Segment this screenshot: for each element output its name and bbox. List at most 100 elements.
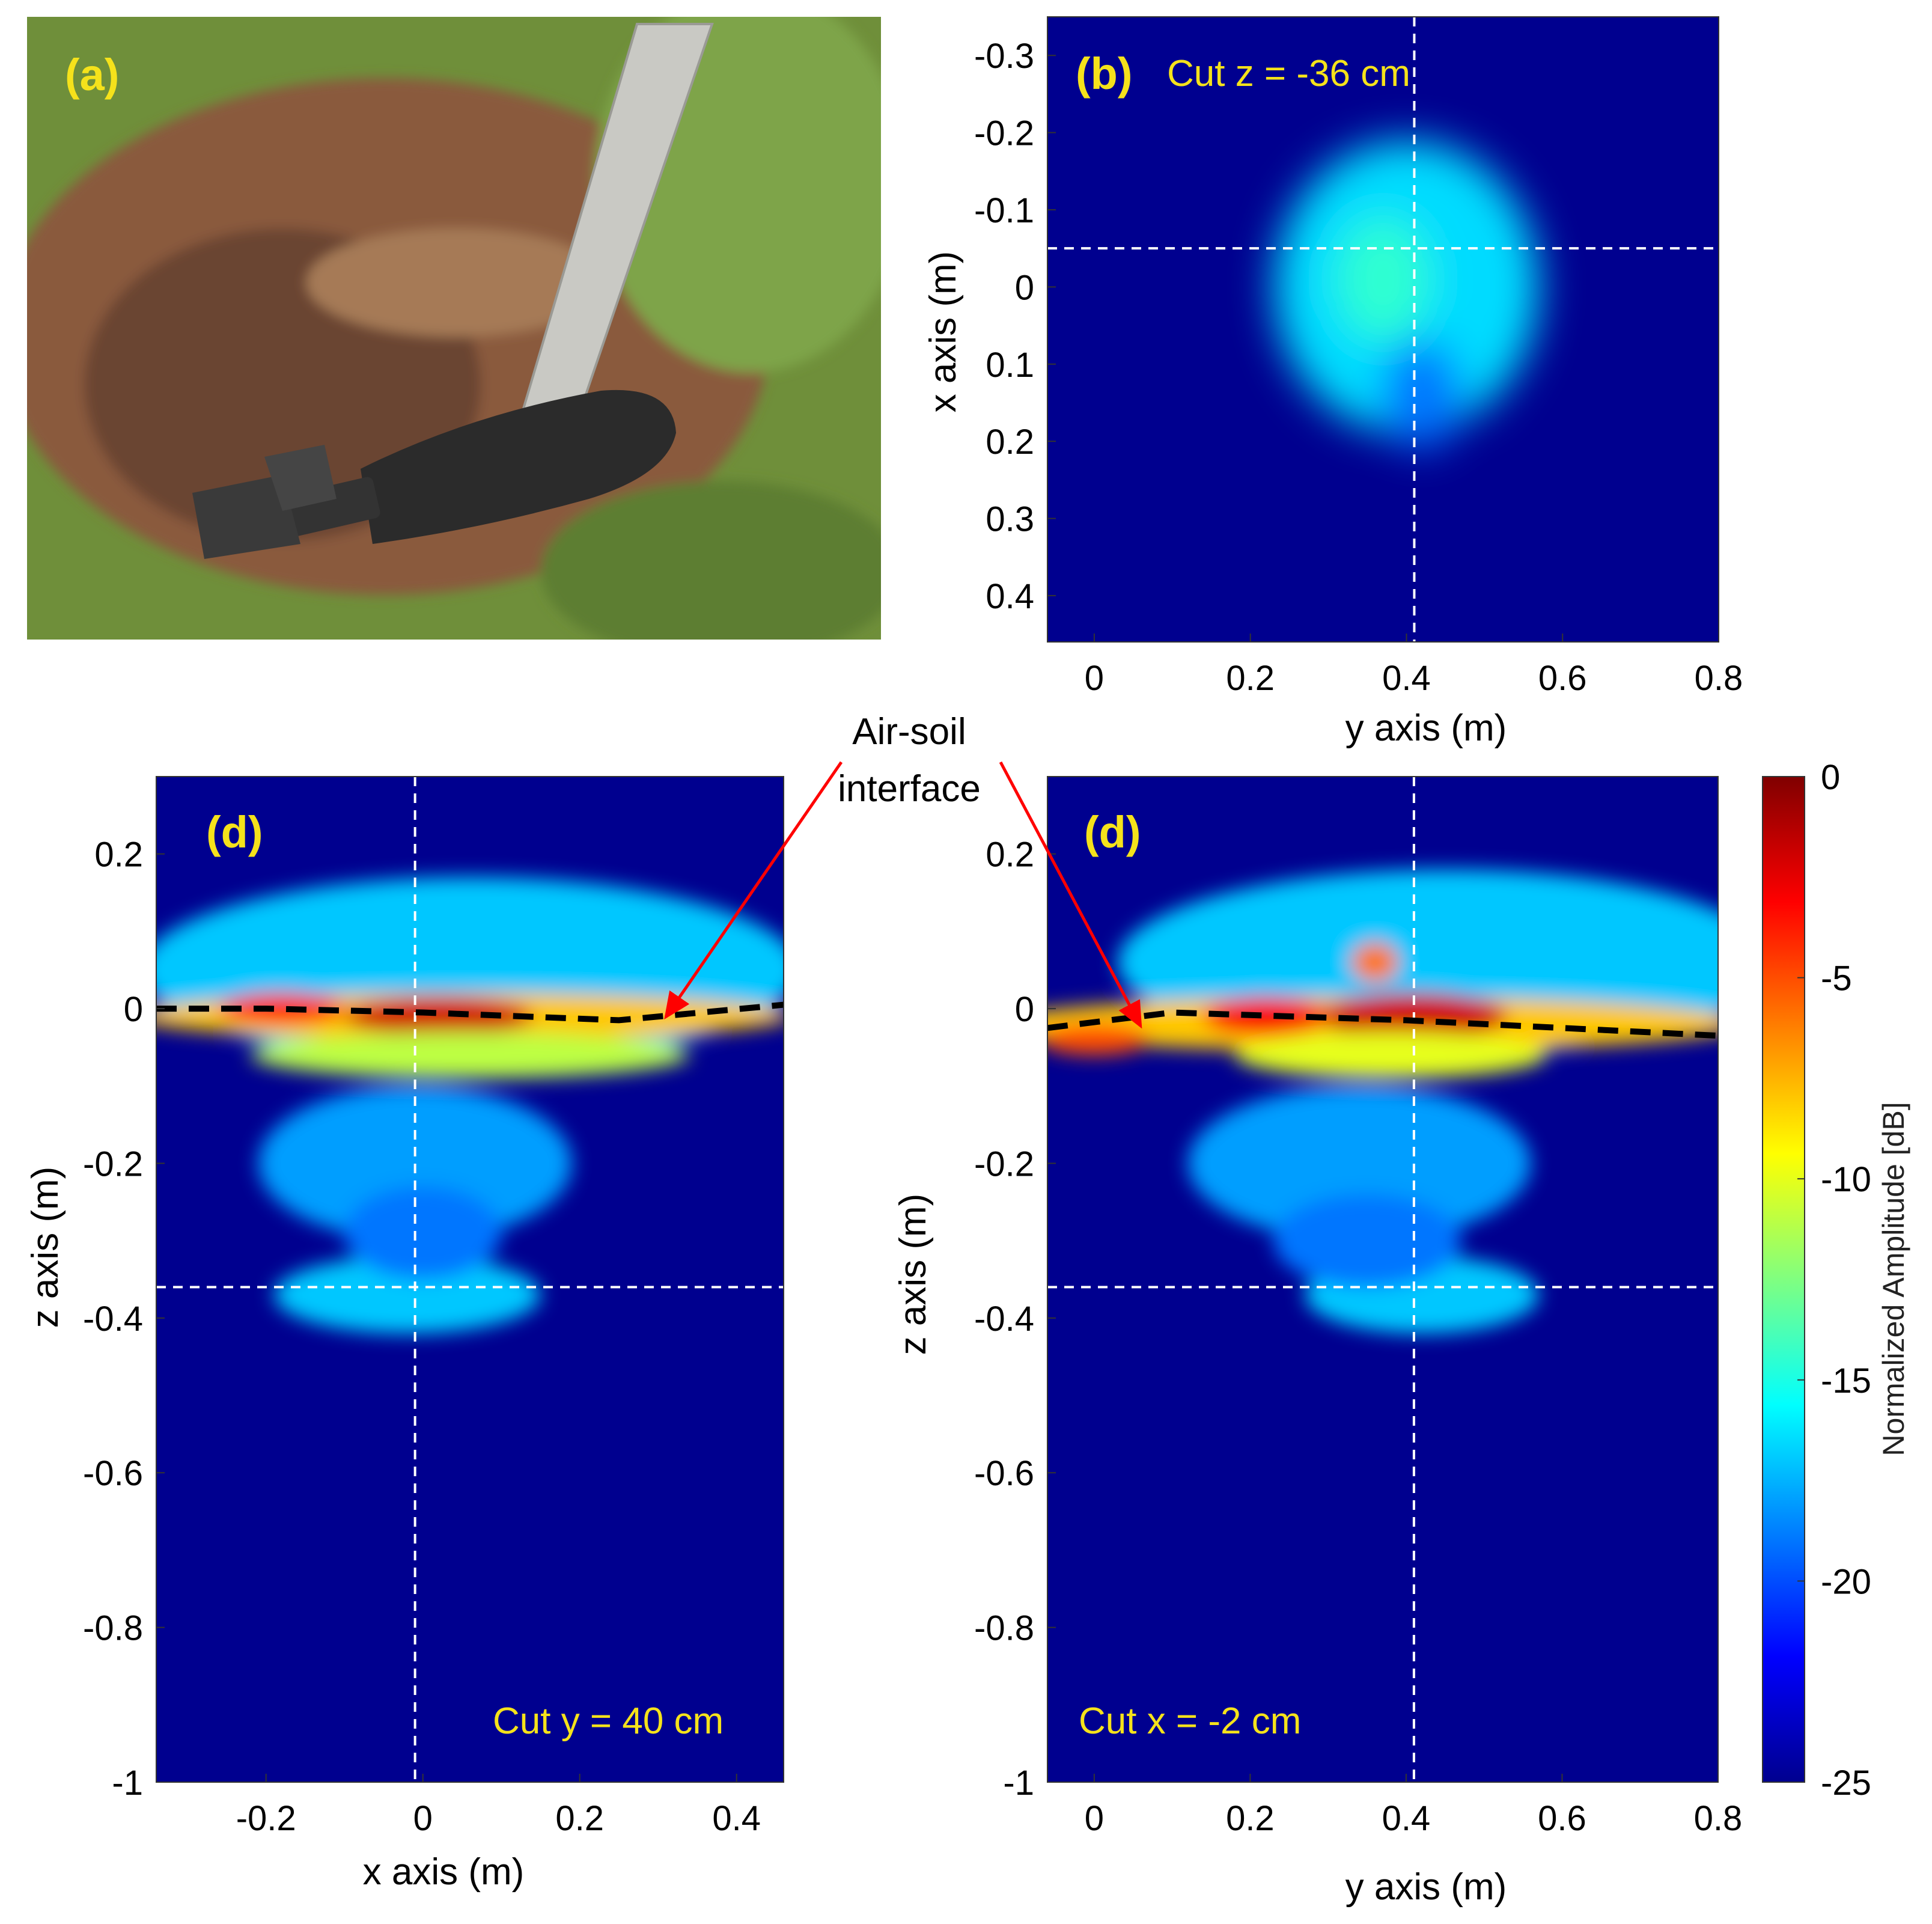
y-tick-label: -0.4: [83, 1299, 143, 1339]
colorbar-tick-label: -5: [1821, 959, 1852, 998]
x-tick-label: 0.4: [712, 1799, 761, 1838]
frame-d2: [1047, 776, 1719, 1783]
heatmap-b: [1273, 140, 1540, 450]
x-tick-label: 0: [1085, 1799, 1104, 1838]
y-tick-label: -0.3: [974, 37, 1034, 76]
x-tick-label: -0.2: [236, 1799, 296, 1838]
y-tick-label: 0.3: [986, 500, 1034, 539]
ylabel-d2: z axis (m): [892, 1194, 934, 1355]
photo-mortar-shell: [192, 389, 676, 559]
y-tick-label: 0: [1015, 268, 1034, 307]
ticks-b: 0 0.2 0.4 0.6 0.8 -0.3 -0.2 -0.1 0 0.1 0.2 0.3 0.4: [974, 37, 1743, 698]
x-tick-label: 0.2: [1226, 659, 1275, 698]
ticks-d2: 0 0.2 0.4 0.6 0.8 0.2 0 -0.2 -0.4 -0.6 -0.8 -1: [974, 835, 1742, 1838]
heatmap-blob: [250, 1031, 690, 1078]
photo-soil-light: [306, 228, 607, 337]
frame-b: [1047, 16, 1719, 643]
heatmap-blob: [1336, 217, 1430, 341]
x-tick-label: 0.8: [1695, 659, 1743, 698]
annotation-line-1: Air-soil: [852, 711, 966, 753]
heatmap-blob: [344, 997, 533, 1036]
heatmap-blob: [1234, 1031, 1547, 1078]
colorbar-tick-label: -10: [1821, 1160, 1871, 1199]
interface-line-d1: [156, 1001, 784, 1024]
colorbar-tick-label: 0: [1821, 758, 1840, 797]
y-tick-label: -0.8: [974, 1609, 1034, 1648]
x-tick-label: 0.8: [1694, 1799, 1743, 1838]
y-tick-label: 0.4: [986, 577, 1034, 616]
annotation-arrow-left: [664, 761, 843, 1020]
xlabel-d1: x axis (m): [363, 1851, 525, 1893]
y-tick-label: -1: [1003, 1764, 1034, 1803]
cut-label-b: Cut z = -36 cm: [1167, 53, 1410, 94]
x-tick-label: 0.2: [1226, 1799, 1275, 1838]
y-tick-label: 0: [124, 990, 143, 1029]
frame-d1: [156, 776, 784, 1783]
y-tick-label: -1: [112, 1764, 143, 1803]
heatmap-blob: [1383, 341, 1461, 450]
x-tick-label: 0: [413, 1799, 433, 1838]
heatmap-blob: [258, 1086, 572, 1241]
colorbar-ticks: 0 -5 -10 -15 -20 -25: [1797, 758, 1871, 1803]
y-tick-label: 0.1: [986, 346, 1034, 385]
ylabel-b: x axis (m): [922, 251, 964, 413]
air-soil-annotation: Air-soil interface: [664, 711, 1142, 1029]
colorbar: 0 -5 -10 -15 -20 -25 Normalized Amplitude [dB…: [1762, 758, 1910, 1803]
heatmap-blob: [1187, 1086, 1531, 1241]
annotation-line-2: interface: [838, 768, 981, 810]
panel-label-d2: (d): [1084, 807, 1141, 857]
cut-label-d2: Cut x = -2 cm: [1079, 1700, 1301, 1742]
cut-label-d1: Cut y = 40 cm: [493, 1700, 724, 1742]
heatmap-blob: [219, 993, 345, 1024]
chart-d2: 0 0.2 0.4 0.6 0.80.20-0.2-0.4-0.6-0.8-1 (d) …: [892, 776, 1742, 1908]
photo-grass-tuft-low: [541, 481, 881, 640]
y-tick-label: 0.2: [986, 423, 1034, 462]
colorbar-gradient: [1762, 776, 1805, 1783]
y-tick-label: -0.4: [974, 1299, 1034, 1339]
crosshair-d1: [156, 777, 784, 1782]
x-tick-label: 0.6: [1538, 659, 1587, 698]
crosshair-b: [1047, 17, 1719, 642]
ticks-d1: -0.2 0 0.2 0.4 0.2 0 -0.2 -0.4 -0.6 -0.8 -1: [83, 835, 761, 1838]
y-tick-label: -0.6: [83, 1454, 143, 1493]
photo-panel: (a): [27, 17, 881, 640]
y-tick-label: 0.2: [94, 835, 143, 875]
colorbar-label: Normalized Amplitude [dB]: [1877, 1102, 1910, 1456]
interface-line-d2: [1047, 1009, 1718, 1039]
y-tick-label: -0.8: [83, 1609, 143, 1648]
panel-label-b: (b): [1076, 49, 1133, 99]
heatmap-blob: [344, 1186, 502, 1280]
chart-b: 0 0.2 0.4 0.6 0.8 -0.3 -0.2 -0.1 0 0.1 0.2 0.3 0.4 (…: [922, 16, 1743, 749]
y-tick-label: 0: [1015, 990, 1034, 1029]
x-tick-label: 0.2: [555, 1799, 604, 1838]
y-tick-label: -0.2: [974, 1144, 1034, 1183]
y-tick-label: -0.2: [974, 114, 1034, 153]
heatmap-blob: [1203, 997, 1329, 1036]
xlabel-b: y axis (m): [1345, 707, 1507, 749]
x-tick-label: 0: [1085, 659, 1104, 698]
y-tick-label: -0.1: [974, 191, 1034, 230]
x-tick-label: 0.4: [1382, 1799, 1431, 1838]
y-tick-label: -0.6: [974, 1454, 1034, 1493]
heatmap-blob: [1047, 1024, 1149, 1055]
x-tick-label: 0.6: [1538, 1799, 1586, 1838]
chart-d1: -0.2 0 0.2 0.4 0.2 0 -0.2 -0.4 -0.6 -0.8 -1 (d) Cu…: [25, 776, 784, 1893]
y-tick-label: -0.2: [83, 1144, 143, 1183]
panel-label-d1: (d): [206, 807, 263, 857]
heatmap-d1: [156, 877, 784, 1334]
crosshair-d2: [1047, 777, 1718, 1782]
ylabel-d1: z axis (m): [25, 1167, 66, 1328]
colorbar-tick-label: -25: [1821, 1764, 1871, 1803]
x-tick-label: 0.4: [1382, 659, 1431, 698]
heatmap-blob: [273, 1256, 541, 1334]
photo-panel-label: (a): [65, 50, 119, 100]
y-tick-label: 0.2: [986, 835, 1034, 875]
heatmap-blob: [1351, 942, 1398, 982]
heatmap-blob: [1273, 1194, 1461, 1287]
colorbar-tick-label: -20: [1821, 1562, 1871, 1601]
colorbar-tick-label: -15: [1821, 1361, 1871, 1400]
heatmap-d2: [1047, 869, 1718, 1334]
annotation-arrow-right: [999, 761, 1142, 1029]
xlabel-d2: y axis (m): [1345, 1866, 1507, 1908]
